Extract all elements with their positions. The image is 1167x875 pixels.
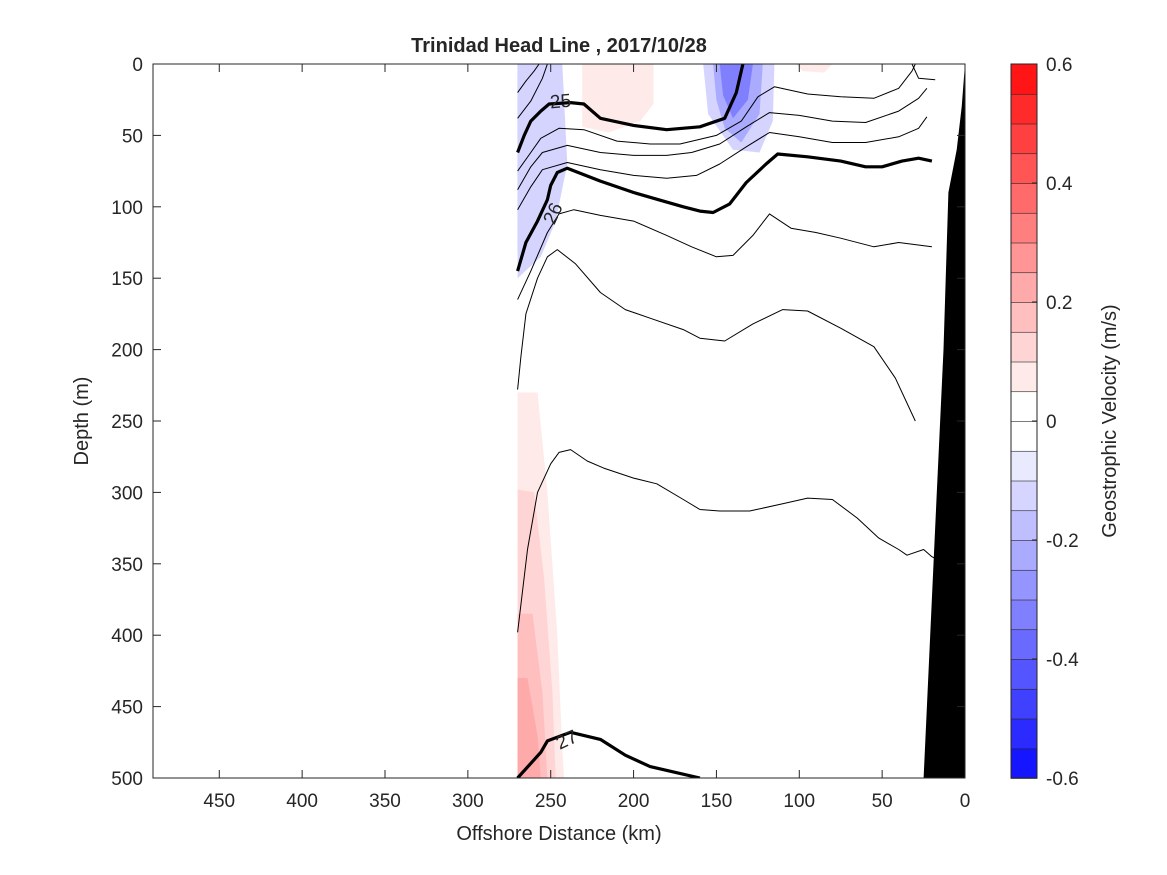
x-tick-label: 50 (872, 791, 893, 812)
isopycnal-line-0 (517, 64, 540, 93)
colorbar-swatch (1010, 331, 1038, 363)
x-tick-label: 300 (452, 791, 484, 812)
isopycnal-26-line (516, 152, 933, 272)
isopycnal-27-line (516, 730, 701, 778)
x-tick-label: 100 (783, 791, 815, 812)
colorbar-swatch (1010, 390, 1038, 422)
y-axis-label: Depth (m) (71, 377, 93, 466)
colorbar-swatch (1010, 658, 1038, 690)
colorbar-swatch (1010, 628, 1038, 660)
x-tick-label: 350 (369, 791, 401, 812)
isopycnal-line-10 (517, 449, 946, 633)
colorbar-swatch (1010, 420, 1038, 452)
y-tick-label: 150 (111, 269, 143, 290)
colorbar-swatch (1010, 123, 1038, 155)
y-tick-label: 300 (111, 483, 143, 504)
y-tick-label: 100 (111, 198, 143, 219)
colorbar-swatch (1010, 718, 1038, 750)
x-axis-label: Offshore Distance (km) (456, 823, 661, 845)
velocity-fill-layer (517, 64, 833, 778)
colorbar: 0.6 0.4 0.2 0 -0.2 -0.4 -0.6 Geostrophic Veloc… (1010, 55, 1121, 790)
colorbar-label: Geostrophic Velocity (m/s) (1099, 304, 1121, 537)
colorbar-tick-label: 0 (1046, 412, 1057, 433)
colorbar-tick-label: -0.2 (1046, 531, 1079, 552)
y-tick-label: 250 (111, 412, 143, 433)
y-tick-label: 50 (122, 126, 143, 147)
isopycnal-contour-layer (516, 64, 946, 778)
colorbar-swatch (1010, 539, 1038, 571)
isopycnal-line-5 (517, 116, 928, 210)
y-tick-label: 0 (132, 55, 143, 76)
colorbar-swatch (1010, 480, 1038, 512)
x-tick-label: 450 (203, 791, 235, 812)
y-tick-label: 400 (111, 626, 143, 647)
colorbar-swatch (1010, 93, 1038, 125)
colorbar-swatch (1010, 450, 1038, 482)
x-tick-label: 400 (286, 791, 318, 812)
isopycnal-line-3 (517, 64, 916, 172)
y-tick-label: 450 (111, 698, 143, 719)
colorbar-swatches (1010, 63, 1038, 779)
x-axis: 450 400 350 300 250 200 150 100 50 0 (203, 64, 970, 812)
x-tick-label: 250 (535, 791, 567, 812)
x-tick-label: 0 (960, 791, 971, 812)
bathymetry-layer (923, 64, 965, 778)
colorbar-tick-label: 0.2 (1046, 293, 1072, 314)
isopycnal-line-9 (517, 249, 916, 422)
colorbar-tick-label: 0.4 (1046, 174, 1073, 195)
velocity-patch-4 (517, 64, 568, 279)
y-tick-label: 200 (111, 341, 143, 362)
chart-title: Trinidad Head Line , 2017/10/28 (411, 35, 707, 57)
colorbar-swatch (1010, 599, 1038, 631)
bathymetry-shape (923, 64, 965, 778)
colorbar-tick-label: 0.6 (1046, 55, 1072, 76)
colorbar-swatch (1010, 182, 1038, 214)
isopycnal-25-line (516, 64, 745, 154)
velocity-patch-8 (582, 64, 654, 133)
colorbar-ticks: 0.6 0.4 0.2 0 -0.2 -0.4 -0.6 (1032, 55, 1079, 790)
isopycnal-line-4 (517, 87, 928, 190)
colorbar-swatch (1010, 271, 1038, 303)
colorbar-swatch (1010, 212, 1038, 244)
isopycnal-line-6 (911, 64, 936, 81)
y-tick-label: 350 (111, 555, 143, 576)
x-tick-label: 150 (701, 791, 733, 812)
colorbar-swatch (1010, 152, 1038, 184)
x-tick-label: 200 (618, 791, 650, 812)
colorbar-swatch (1010, 569, 1038, 601)
colorbar-tick-label: -0.6 (1046, 769, 1079, 790)
y-axis: 0 50 100 150 200 250 300 350 400 450 500 (111, 55, 965, 790)
colorbar-swatch (1010, 509, 1038, 541)
velocity-patch-9 (796, 64, 833, 73)
isopycnal-line-1 (517, 64, 548, 119)
velocity-patch-13 (517, 678, 541, 778)
isopycnal-label-25: 25 (549, 91, 572, 114)
colorbar-swatch (1010, 361, 1038, 393)
colorbar-swatch (1010, 242, 1038, 274)
colorbar-tick-label: -0.4 (1046, 650, 1079, 671)
colorbar-swatch (1010, 301, 1038, 333)
colorbar-swatch (1010, 688, 1038, 720)
colorbar-swatch (1010, 747, 1038, 779)
isopycnal-line-8 (517, 209, 932, 300)
y-tick-label: 500 (111, 769, 143, 790)
colorbar-swatch (1010, 63, 1038, 95)
